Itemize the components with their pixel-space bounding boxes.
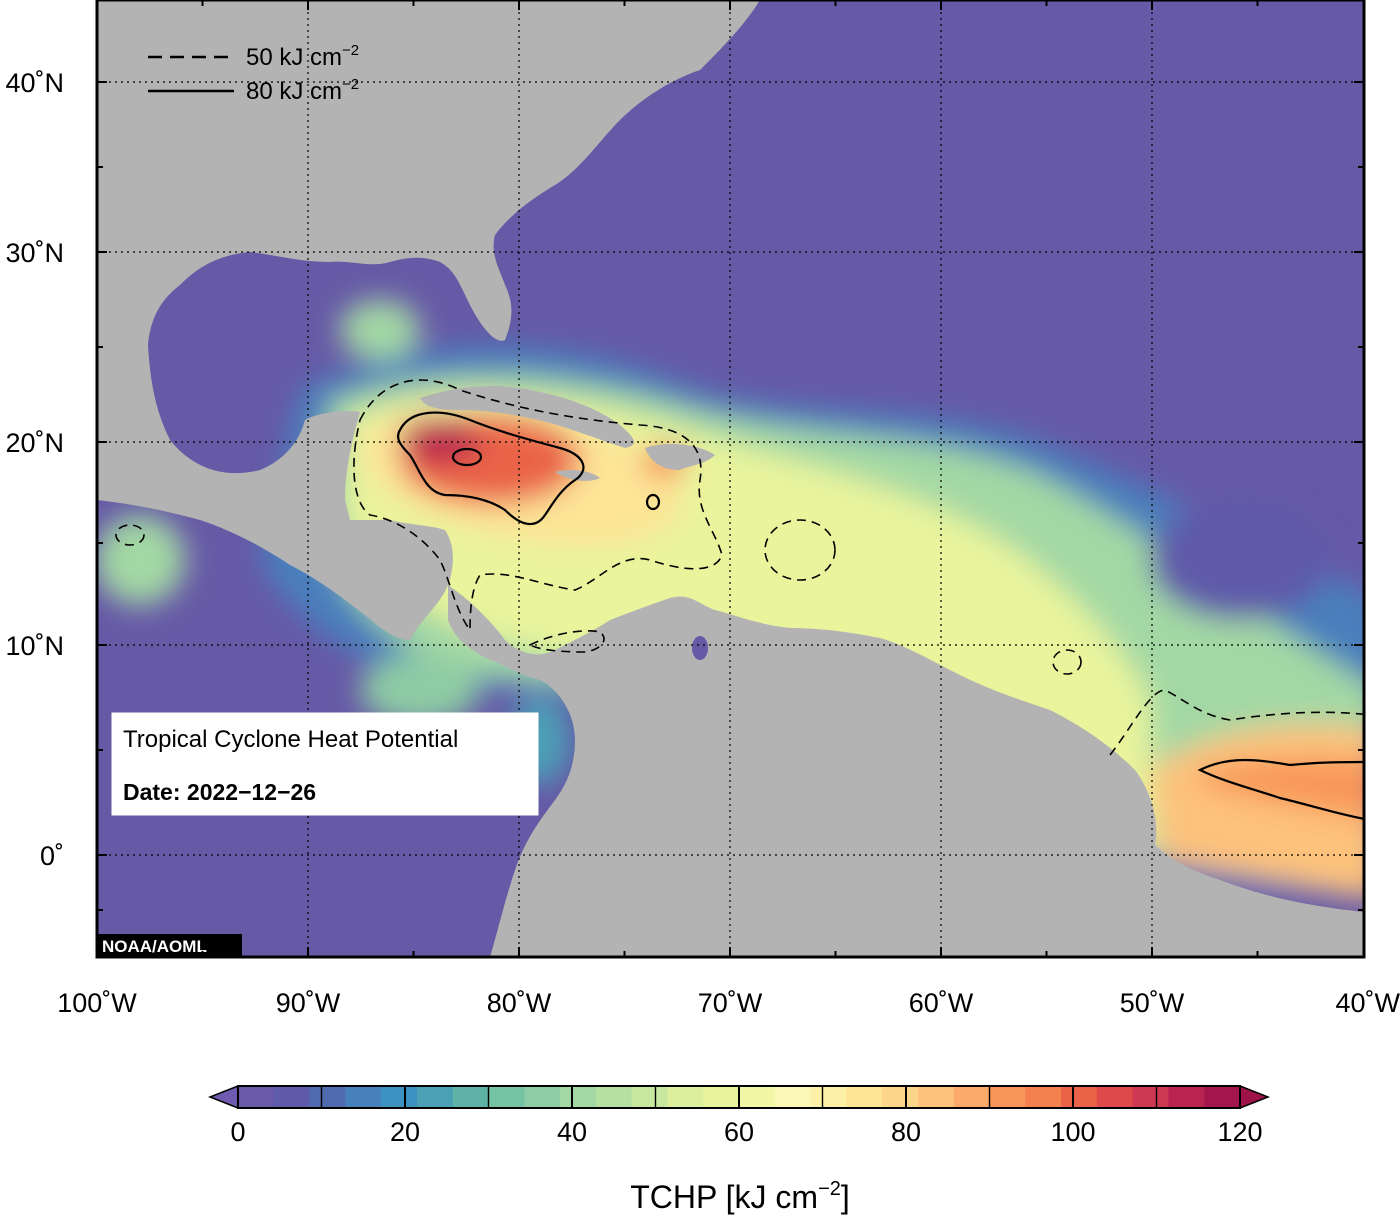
- colorbar-tick-label: 20: [390, 1117, 420, 1147]
- latitude-labels: 40˚N 30˚N 20˚N 10˚N 0˚: [5, 68, 64, 871]
- info-box-title: Tropical Cyclone Heat Potential: [123, 726, 458, 753]
- colorbar-cell: [1025, 1086, 1062, 1108]
- credit-background: [97, 934, 242, 957]
- info-box-date: Date: 2022−12−26: [123, 779, 316, 805]
- colorbar-tick-label: 120: [1217, 1117, 1262, 1147]
- contour-80-east: [1197, 758, 1364, 821]
- land-lake-maracaibo-island: [692, 636, 708, 660]
- colorbar-cell: [345, 1086, 382, 1108]
- land-central-south-america: [448, 585, 1364, 957]
- colorbar-cell: [667, 1086, 704, 1108]
- land-jamaica: [555, 470, 600, 481]
- colorbar-cell: [810, 1086, 847, 1108]
- colorbar-cell: [953, 1086, 991, 1108]
- legend-entry-50: 50 kJ cm−2: [246, 42, 359, 71]
- colorbar-under-triangle: [207, 1084, 239, 1110]
- graticule: [97, 0, 1364, 957]
- colorbar-cell: [452, 1086, 490, 1108]
- latitude-label: 20˚N: [5, 428, 64, 458]
- field-gulf-green: [340, 300, 420, 360]
- contour-80-small: [645, 493, 661, 511]
- longitude-label: 100˚W: [57, 988, 137, 1018]
- colorbar-cell: [1132, 1086, 1170, 1108]
- colorbar-cell: [989, 1086, 1026, 1108]
- longitude-label: 80˚W: [487, 988, 552, 1018]
- land: [97, 0, 1364, 957]
- land-north-america: [97, 0, 760, 640]
- legend-entry-80: 80 kJ cm−2: [246, 76, 359, 105]
- colorbar-cell: [774, 1086, 812, 1108]
- field-atlantic-blue: [1150, 500, 1330, 620]
- colorbar-title: TCHP [kJ cm−2]: [630, 1178, 850, 1215]
- info-box: Tropical Cyclone Heat Potential Date: 20…: [111, 712, 539, 816]
- field-blob-east-hot: [1200, 757, 1364, 818]
- colorbar-cell: [381, 1086, 418, 1108]
- axis-ticks: [96, 0, 1364, 957]
- longitude-label: 50˚W: [1120, 988, 1185, 1018]
- latitude-label: 0˚: [40, 841, 64, 871]
- colorbar-cell: [739, 1086, 776, 1108]
- colorbar-cell: [488, 1086, 525, 1108]
- colorbar-cell: [1096, 1086, 1134, 1108]
- latitude-label: 30˚N: [5, 238, 64, 268]
- land-cuba: [420, 386, 635, 448]
- contour-50-midcaribbean: [764, 519, 836, 581]
- contours-80: [396, 411, 1364, 821]
- colorbar-cell: [1204, 1086, 1241, 1108]
- contour-50-colombia: [528, 630, 605, 653]
- colorbar-over-triangle: [1239, 1084, 1271, 1110]
- colorbar-cell: [703, 1086, 740, 1108]
- longitude-label: 40˚W: [1335, 988, 1400, 1018]
- colorbar-tick-label: 40: [557, 1117, 587, 1147]
- longitude-label: 60˚W: [909, 988, 974, 1018]
- field-pacific-green-2: [360, 655, 480, 725]
- colorbar-ticks: 0 20 40 60 80 100 120: [230, 1086, 1263, 1147]
- longitude-label: 90˚W: [276, 988, 341, 1018]
- colorbar-cells: [238, 1086, 1241, 1108]
- map-area: Tropical Cyclone Heat Potential Date: 20…: [97, 0, 1364, 957]
- contour-50-caribbean: [353, 379, 723, 633]
- colorbar-cell: [917, 1086, 955, 1108]
- credit-text: NOAA/AOML: [102, 937, 207, 956]
- colorbar-cell: [595, 1086, 633, 1108]
- field-blob-westcaribbean-core: [400, 418, 480, 462]
- colorbar-cell: [524, 1086, 561, 1108]
- colorbar-tick-label: 0: [230, 1117, 245, 1147]
- colorbar-cell: [560, 1086, 597, 1108]
- colorbar-cell: [882, 1086, 919, 1108]
- contour-50-pacific: [115, 524, 145, 546]
- longitude-label: 70˚W: [698, 988, 763, 1018]
- colorbar-cell: [273, 1086, 311, 1108]
- latitude-label: 10˚N: [5, 631, 64, 661]
- colorbar-tick-label: 100: [1050, 1117, 1095, 1147]
- colorbar-cell: [309, 1086, 346, 1108]
- contour-50-atlantic: [1052, 649, 1082, 675]
- colorbar-cell: [846, 1086, 883, 1108]
- contours-50: [115, 379, 1364, 756]
- contour-80-west-caribbean: [396, 411, 585, 526]
- colorbar: 0 20 40 60 80 100 120 TCHP [kJ cm−2]: [207, 1084, 1271, 1215]
- colorbar-tick-label: 80: [891, 1117, 921, 1147]
- colorbar-tick-label: 60: [724, 1117, 754, 1147]
- contour-legend: 50 kJ cm−2 80 kJ cm−2: [148, 42, 359, 105]
- contour-80-inner: [451, 447, 483, 467]
- field-pacific-green-1: [97, 515, 185, 605]
- credit-badge: NOAA/AOML: [97, 934, 242, 957]
- info-box-background: [111, 712, 539, 816]
- colorbar-cell: [1061, 1086, 1098, 1108]
- colorbar-cell: [416, 1086, 454, 1108]
- latitude-label: 40˚N: [5, 68, 64, 98]
- longitude-labels: 100˚W 90˚W 80˚W 70˚W 60˚W 50˚W 40˚W: [57, 988, 1400, 1018]
- contour-50-east: [1109, 689, 1364, 756]
- colorbar-cell: [1168, 1086, 1205, 1108]
- colorbar-cell: [238, 1086, 275, 1108]
- colorbar-cell: [631, 1086, 669, 1108]
- land-hispaniola: [645, 444, 715, 470]
